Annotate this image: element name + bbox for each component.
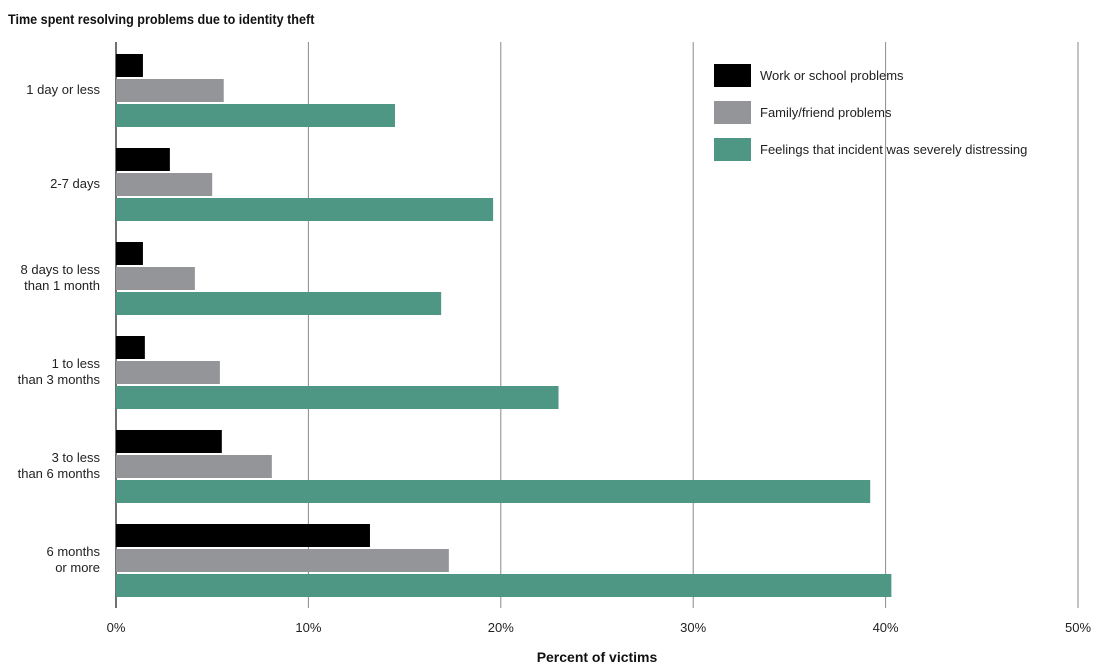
bar-work-school (116, 242, 143, 265)
bar-distressing (116, 574, 892, 597)
legend-label: Family/friend problems (760, 105, 892, 120)
bar-family-friend (116, 455, 272, 478)
legend: Work or school problems Family/friend pro… (714, 64, 1027, 161)
bars (116, 54, 892, 597)
legend-label: Work or school problems (760, 68, 904, 83)
bar-work-school (116, 54, 143, 77)
bar-distressing (116, 292, 442, 315)
x-tick-label: 40% (873, 620, 899, 635)
x-tick-label: 50% (1065, 620, 1091, 635)
x-tick-label: 30% (680, 620, 706, 635)
x-tick-label: 0% (107, 620, 126, 635)
bar-family-friend (116, 267, 195, 290)
bar-family-friend (116, 79, 224, 102)
legend-label: Feelings that incident was severely dist… (760, 142, 1027, 157)
bar-work-school (116, 430, 222, 453)
bar-family-friend (116, 549, 449, 572)
category-label: 2-7 days (50, 176, 100, 191)
chart-title: Time spent resolving problems due to ide… (8, 11, 315, 27)
category-label: 1 day or less (26, 82, 100, 97)
grid-lines (115, 42, 1079, 608)
x-axis-label: Percent of victims (537, 649, 658, 665)
bar-distressing (116, 104, 395, 127)
legend-swatch (714, 101, 751, 124)
bar-distressing (116, 480, 871, 503)
legend-swatch (714, 138, 751, 161)
x-tick-label: 20% (488, 620, 514, 635)
x-tick-label: 10% (295, 620, 321, 635)
bar-work-school (116, 336, 145, 359)
category-label: 1 to less than 3 months (18, 356, 101, 387)
bar-work-school (116, 148, 170, 171)
category-labels: 1 day or less 2-7 days 8 days to less than … (18, 82, 101, 575)
bar-distressing (116, 198, 494, 221)
category-label: 8 days to less than 1 month (21, 262, 101, 293)
category-label: 3 to less than 6 months (18, 450, 101, 481)
x-tick-labels: 0% 10% 20% 30% 40% 50% (107, 620, 1092, 635)
bar-work-school (116, 524, 370, 547)
legend-swatch (714, 64, 751, 87)
bar-family-friend (116, 173, 213, 196)
category-label: 6 months or more (47, 544, 101, 575)
bar-family-friend (116, 361, 220, 384)
bar-distressing (116, 386, 559, 409)
